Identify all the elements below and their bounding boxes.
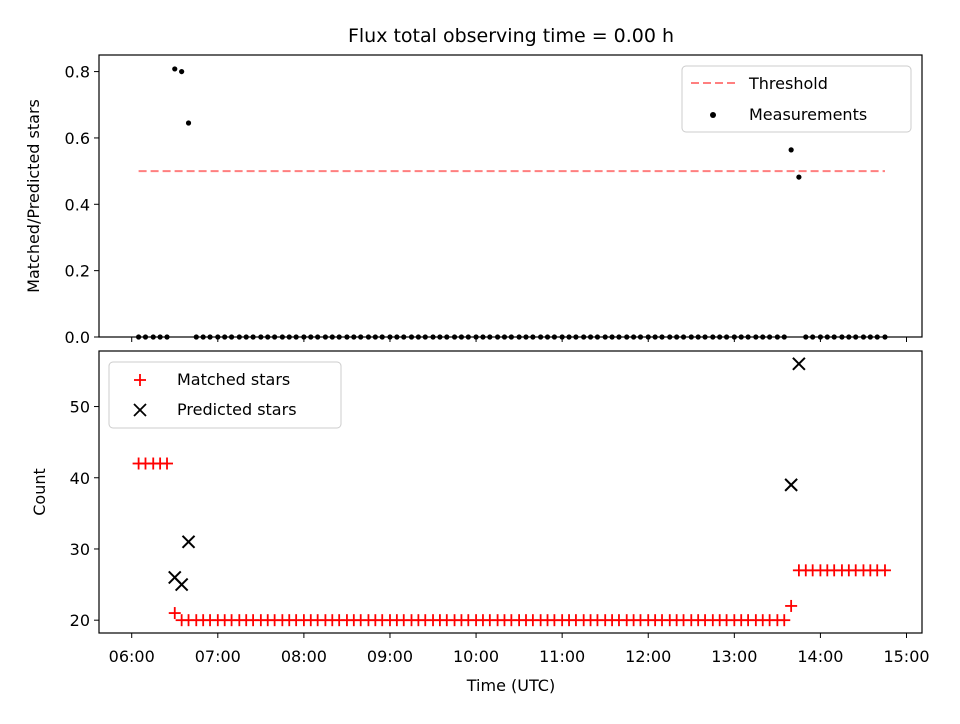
top-y-tick-label: 0.8 [65,63,90,82]
measurement-point [185,120,192,126]
legend-matched-swatch [134,374,146,386]
top-y-ticks: 0.0 0.2 0.4 0.6 0.8 [65,63,99,347]
x-tick-label: 13:00 [711,647,757,666]
predicted-star-point [181,535,196,549]
x-tick-label: 06:00 [109,647,155,666]
top-panel: 0.00.20.40.60.8 Matched/Predicted stars … [24,54,923,347]
top-axes-frame [98,54,923,338]
predicted-star-point [784,478,798,492]
bottom-legend: Matched stars Predicted stars [108,361,342,429]
x-tick-label: 14:00 [797,647,843,666]
matched-star-point [785,599,798,612]
bottom-count-points [132,357,891,627]
legend-threshold-label: Threshold [748,74,828,93]
matched-star-point [878,564,891,577]
top-legend-box [681,65,912,133]
legend-measurements-label: Measurements [749,105,867,124]
bottom-y-tick-label: 20 [70,611,90,630]
legend-matched-label: Matched stars [177,370,290,389]
bottom-y-ticks: 20 30 40 50 [70,398,99,630]
x-tick-label: 07:00 [195,647,241,666]
bottom-y-tick-label: 40 [70,469,90,488]
measurement-point [788,147,794,153]
measurement-point [796,174,802,180]
bottom-y-axis-label: Count [30,468,49,516]
matched-star-point [778,614,791,627]
bottom-y-tick-label: 50 [70,398,90,417]
matched-star-point [161,457,174,470]
x-tick-label: 10:00 [453,647,499,666]
bottom-x-ticks: 06:00 07:00 08:00 09:00 10:00 11:00 12:00 13:00… [109,633,930,666]
legend-measurements-swatch [710,112,716,118]
x-tick-label: 09:00 [367,647,413,666]
predicted-star-point [792,357,806,371]
legend-predicted-swatch [133,403,147,417]
matched-star-point [168,607,181,620]
predicted-star-point [174,577,189,592]
top-legend: Threshold Measurements [681,65,912,133]
x-tick-label: 11:00 [539,647,585,666]
top-y-tick-label: 0.2 [65,262,90,281]
bottom-axes-frame [98,350,923,634]
x-tick-label: 15:00 [883,647,929,666]
bottom-legend-box [108,361,342,429]
bottom-panel: 20 30 40 50 06:00 07:00 08:00 09:00 10:00 11:00 1… [30,350,930,695]
top-x-ticks [131,337,908,342]
x-tick-label: 08:00 [281,647,327,666]
x-axis-label: Time (UTC) [466,676,555,695]
measurement-point [172,66,178,72]
top-y-tick-label: 0.6 [65,129,90,148]
top-measurement-points [136,66,888,340]
legend-predicted-label: Predicted stars [177,400,297,419]
top-y-tick-label: 0.0 [65,328,90,347]
top-y-tick-label: 0.4 [65,195,90,214]
x-tick-label: 12:00 [625,647,671,666]
bottom-y-tick-label: 30 [70,540,90,559]
chart-title: Flux total observing time = 0.00 h [348,25,674,47]
measurement-point [179,68,185,75]
top-y-axis-label: Matched/Predicted stars [24,99,43,293]
